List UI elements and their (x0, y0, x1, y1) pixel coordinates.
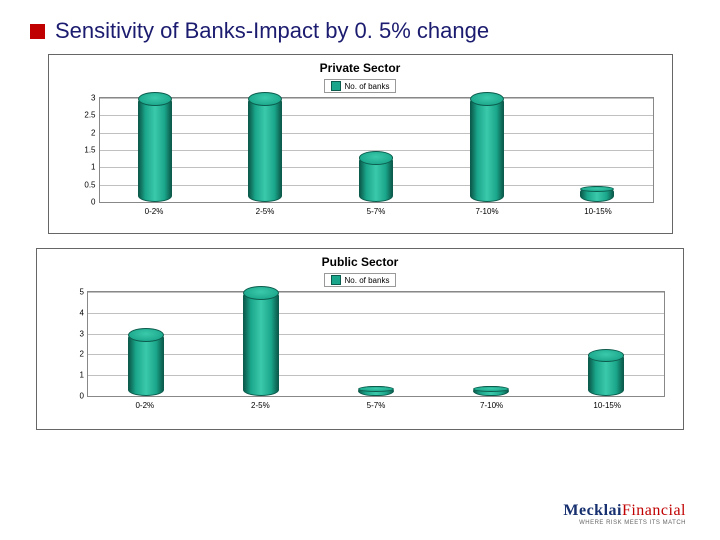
x-tick-label: 5-7% (318, 401, 434, 410)
bar (358, 388, 394, 396)
bar-top (470, 92, 504, 106)
bar-front (138, 96, 172, 202)
y-tick-label: 0.5 (84, 180, 95, 189)
bar (128, 334, 164, 396)
grid-line (88, 334, 664, 335)
chart2-legend-label: No. of banks (345, 276, 390, 285)
brand-logo: MecklaiFinancial WHERE RISK MEETS ITS MA… (563, 503, 686, 526)
brand-part2: Financial (622, 502, 686, 519)
bar (359, 157, 393, 202)
bar-top (359, 151, 393, 164)
bar-top (128, 328, 164, 342)
grid-line (100, 115, 653, 116)
brand-part1: Mecklai (563, 502, 622, 519)
chart-public-sector: Public Sector No. of banks 012345 0-2%2-… (36, 248, 684, 430)
bar (580, 188, 614, 202)
y-tick-label: 1 (91, 163, 95, 172)
bar (248, 98, 282, 202)
bar (243, 292, 279, 396)
title-row: Sensitivity of Banks-Impact by 0. 5% cha… (30, 18, 690, 44)
bar-top (473, 386, 509, 392)
grid-line (88, 292, 664, 293)
legend-swatch-icon (331, 81, 341, 91)
brand-tagline: WHERE RISK MEETS ITS MATCH (563, 520, 686, 526)
bar-front (470, 96, 504, 202)
brand-text: MecklaiFinancial (563, 503, 686, 519)
grid-line (88, 354, 664, 355)
chart1-x-labels: 0-2%2-5%5-7%7-10%10-15% (99, 207, 654, 216)
chart2-x-labels: 0-2%2-5%5-7%7-10%10-15% (87, 401, 665, 410)
y-tick-label: 3 (80, 329, 84, 338)
x-tick-label: 7-10% (434, 401, 550, 410)
chart1-legend: No. of banks (324, 79, 397, 93)
bar (138, 98, 172, 202)
chart2-legend: No. of banks (324, 273, 397, 287)
chart2-plot: 012345 (87, 291, 665, 397)
bar-top (580, 186, 614, 192)
y-tick-label: 1.5 (84, 146, 95, 155)
y-tick-label: 2.5 (84, 111, 95, 120)
bar-top (138, 92, 172, 106)
y-tick-label: 3 (91, 94, 95, 103)
chart2-title: Public Sector (37, 249, 683, 269)
x-tick-label: 7-10% (432, 207, 543, 216)
bar-front (243, 290, 279, 396)
bar (470, 98, 504, 202)
bar (588, 354, 624, 396)
bar-top (358, 386, 394, 392)
page-title: Sensitivity of Banks-Impact by 0. 5% cha… (55, 18, 489, 44)
slide: Sensitivity of Banks-Impact by 0. 5% cha… (0, 0, 720, 540)
chart1-legend-label: No. of banks (345, 82, 390, 91)
grid-line (100, 98, 653, 99)
y-tick-label: 0 (80, 392, 84, 401)
bar-top (243, 286, 279, 300)
bar (473, 388, 509, 396)
x-tick-label: 10-15% (549, 401, 665, 410)
x-tick-label: 0-2% (87, 401, 203, 410)
y-tick-label: 2 (91, 128, 95, 137)
grid-line (88, 375, 664, 376)
bar-front (248, 96, 282, 202)
chart1-title: Private Sector (49, 55, 672, 75)
bullet-icon (30, 24, 45, 39)
x-tick-label: 2-5% (203, 401, 319, 410)
x-tick-label: 10-15% (543, 207, 654, 216)
grid-line (100, 133, 653, 134)
y-tick-label: 4 (80, 308, 84, 317)
y-tick-label: 1 (80, 371, 84, 380)
chart-private-sector: Private Sector No. of banks 00.511.522.5… (48, 54, 673, 234)
x-tick-label: 5-7% (321, 207, 432, 216)
x-tick-label: 0-2% (99, 207, 210, 216)
bar-top (248, 92, 282, 106)
y-tick-label: 5 (80, 288, 84, 297)
x-tick-label: 2-5% (210, 207, 321, 216)
y-tick-label: 0 (91, 198, 95, 207)
y-tick-label: 2 (80, 350, 84, 359)
legend-swatch-icon (331, 275, 341, 285)
chart1-plot: 00.511.522.53 (99, 97, 654, 203)
grid-line (88, 313, 664, 314)
